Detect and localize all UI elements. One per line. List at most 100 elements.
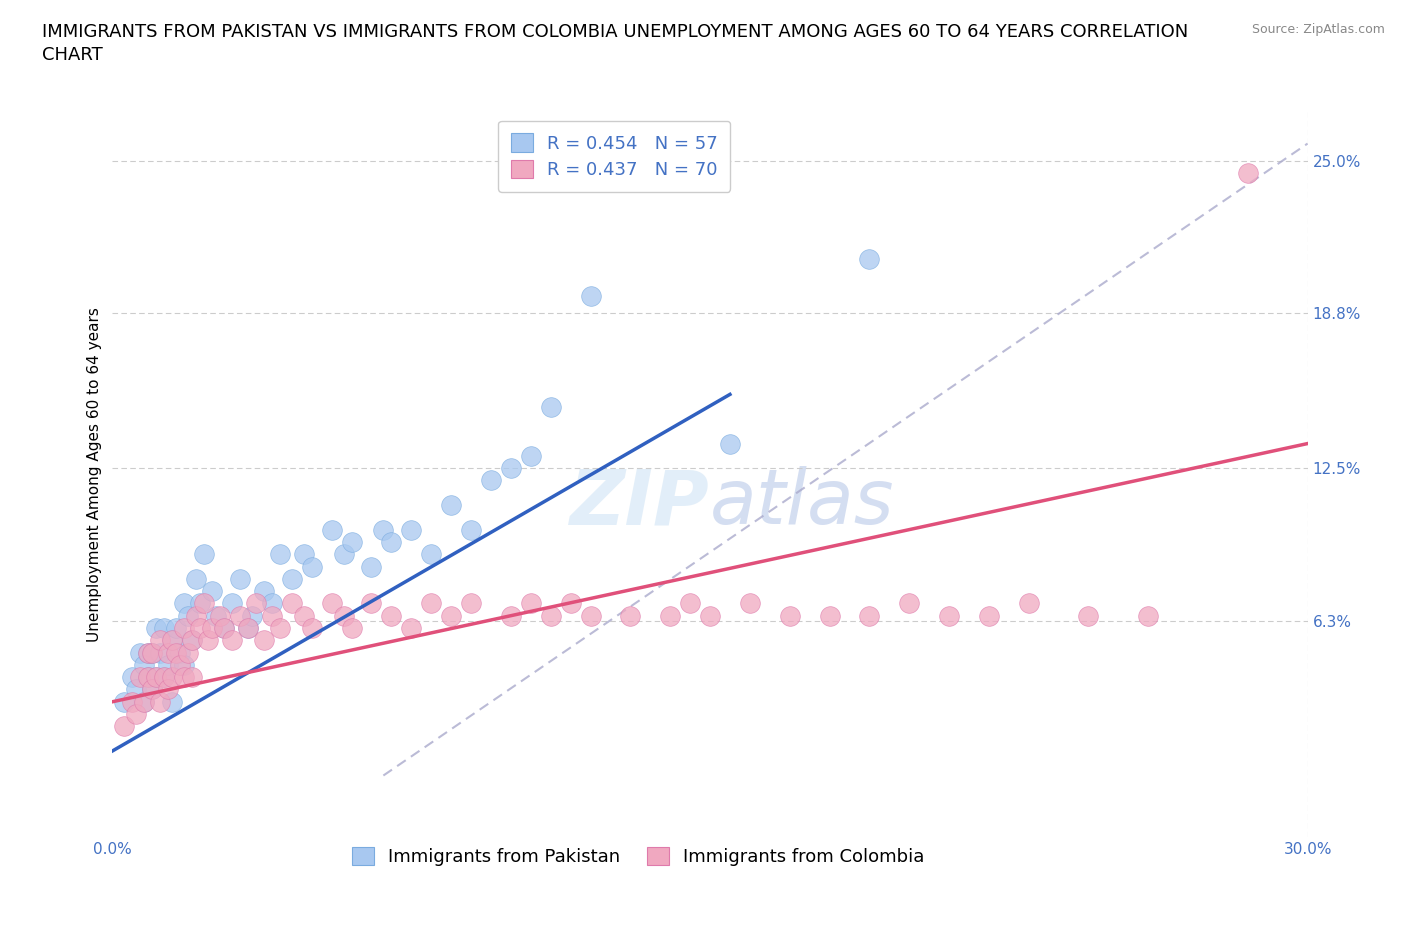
- Point: [221, 596, 243, 611]
- Point: [718, 436, 741, 451]
- Point: [173, 620, 195, 635]
- Point: [440, 608, 463, 623]
- Text: Source: ZipAtlas.com: Source: ZipAtlas.com: [1251, 23, 1385, 36]
- Point: [281, 571, 304, 586]
- Point: [699, 608, 721, 623]
- Point: [138, 645, 160, 660]
- Point: [169, 645, 191, 660]
- Point: [292, 608, 315, 623]
- Point: [114, 719, 135, 734]
- Point: [177, 645, 200, 660]
- Text: IMMIGRANTS FROM PAKISTAN VS IMMIGRANTS FROM COLOMBIA UNEMPLOYMENT AMONG AGES 60 : IMMIGRANTS FROM PAKISTAN VS IMMIGRANTS F…: [42, 23, 1188, 41]
- Point: [321, 596, 343, 611]
- Point: [245, 596, 267, 611]
- Point: [619, 608, 641, 623]
- Point: [173, 670, 195, 684]
- Point: [114, 695, 135, 710]
- Point: [420, 547, 443, 562]
- Point: [1077, 608, 1099, 623]
- Point: [173, 596, 195, 611]
- Point: [193, 596, 215, 611]
- Point: [121, 670, 143, 684]
- Point: [153, 620, 176, 635]
- Point: [134, 695, 156, 710]
- Point: [201, 584, 224, 599]
- Point: [479, 473, 502, 488]
- Point: [181, 632, 204, 647]
- Text: atlas: atlas: [710, 466, 894, 540]
- Point: [173, 658, 195, 672]
- Point: [165, 645, 187, 660]
- Point: [162, 632, 183, 647]
- Point: [321, 522, 343, 537]
- Legend: Immigrants from Pakistan, Immigrants from Colombia: Immigrants from Pakistan, Immigrants fro…: [339, 834, 938, 879]
- Text: CHART: CHART: [42, 46, 103, 64]
- Point: [560, 596, 582, 611]
- Point: [360, 596, 382, 611]
- Point: [188, 596, 211, 611]
- Point: [186, 608, 208, 623]
- Point: [380, 535, 402, 550]
- Point: [145, 670, 167, 684]
- Point: [540, 399, 562, 414]
- Point: [188, 620, 211, 635]
- Point: [440, 498, 463, 512]
- Point: [332, 608, 354, 623]
- Point: [460, 522, 482, 537]
- Point: [229, 608, 252, 623]
- Point: [938, 608, 960, 623]
- Point: [401, 620, 423, 635]
- Point: [229, 571, 252, 586]
- Point: [209, 608, 232, 623]
- Point: [141, 645, 163, 660]
- Point: [134, 658, 156, 672]
- Point: [858, 252, 880, 267]
- Point: [281, 596, 304, 611]
- Point: [125, 682, 148, 697]
- Point: [269, 620, 291, 635]
- Point: [360, 559, 382, 574]
- Point: [1237, 166, 1260, 180]
- Point: [253, 632, 276, 647]
- Point: [301, 620, 323, 635]
- Point: [149, 632, 172, 647]
- Point: [162, 670, 183, 684]
- Point: [236, 620, 259, 635]
- Point: [260, 608, 283, 623]
- Point: [125, 707, 148, 722]
- Point: [301, 559, 323, 574]
- Point: [1018, 596, 1040, 611]
- Y-axis label: Unemployment Among Ages 60 to 64 years: Unemployment Among Ages 60 to 64 years: [87, 307, 103, 642]
- Point: [149, 645, 172, 660]
- Point: [858, 608, 880, 623]
- Point: [157, 658, 180, 672]
- Point: [153, 670, 176, 684]
- Point: [679, 596, 702, 611]
- Point: [162, 632, 183, 647]
- Point: [165, 620, 187, 635]
- Point: [332, 547, 354, 562]
- Point: [205, 608, 228, 623]
- Point: [138, 645, 160, 660]
- Point: [153, 670, 176, 684]
- Point: [212, 620, 235, 635]
- Point: [145, 620, 167, 635]
- Point: [162, 695, 183, 710]
- Point: [181, 670, 204, 684]
- Point: [157, 682, 180, 697]
- Point: [818, 608, 841, 623]
- Point: [373, 522, 395, 537]
- Point: [779, 608, 801, 623]
- Point: [977, 608, 1000, 623]
- Point: [292, 547, 315, 562]
- Point: [157, 645, 180, 660]
- Point: [460, 596, 482, 611]
- Point: [138, 670, 160, 684]
- Point: [221, 632, 243, 647]
- Point: [380, 608, 402, 623]
- Point: [579, 288, 602, 303]
- Text: ZIP: ZIP: [571, 466, 710, 540]
- Point: [340, 620, 363, 635]
- Point: [1137, 608, 1160, 623]
- Point: [499, 460, 522, 475]
